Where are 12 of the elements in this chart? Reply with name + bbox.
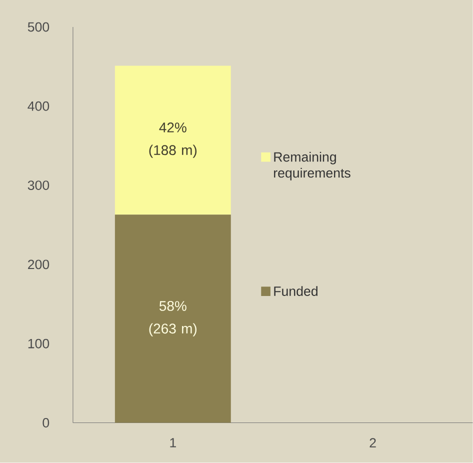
y-tick-label: 300 <box>28 180 50 190</box>
x-tick-label: 1 <box>170 438 176 448</box>
y-tick-label: 100 <box>28 339 50 348</box>
data-label: 42% (188 m) <box>149 122 197 158</box>
y-tick-label: 0 <box>42 418 50 428</box>
y-tick-label: 500 <box>28 22 50 32</box>
legend-label: Remaining requirements <box>274 152 350 180</box>
y-tick-label: 200 <box>28 260 50 270</box>
y-tick-label: 400 <box>28 102 50 111</box>
x-tick-label: 2 <box>370 438 376 448</box>
data-label: 58% (263 m) <box>149 301 197 336</box>
legend-label: Funded <box>274 286 318 296</box>
